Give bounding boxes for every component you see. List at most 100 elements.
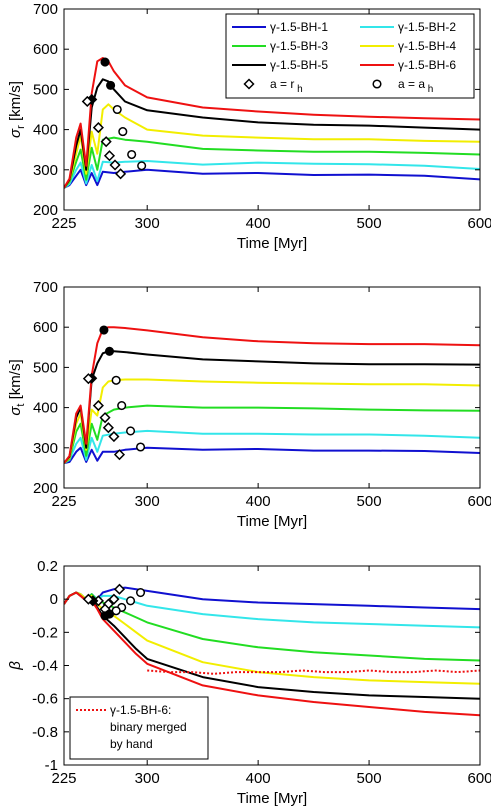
series-line-1 [64,586,480,611]
y-tick-label: 200 [33,480,58,497]
y-tick-label: 400 [33,122,58,139]
legend-circle-icon [372,79,382,89]
legend-label: γ-1.5-BH-4 [398,39,456,53]
y-tick-label: 700 [33,1,58,18]
sigma-t-chart: 225 300 400 500 600 200 300 400 500 600 700 Time [M… [7,279,491,530]
y-tick-label: 400 [33,400,58,417]
x-tick-label: 500 [357,770,382,787]
marker-diamond-1 [113,449,126,461]
x-tick-label: 225 [51,493,76,510]
x-tick-label: 400 [246,770,271,787]
y-tick-label: -1 [45,757,58,774]
series-line-4 [64,103,480,189]
series-line-4 [64,378,480,464]
axes-frame [63,286,481,489]
y-tick-label: 700 [33,279,58,296]
y-tick-label: 0.2 [37,558,58,575]
y-tick-label: 600 [33,319,58,336]
marker-circle-2 [126,596,136,606]
marker-diamond-4 [100,136,112,148]
marker-circle-1 [137,161,147,171]
x-tick-label: 500 [357,493,382,510]
legend-label: γ-1.5-BH-6 [398,58,456,72]
legend-label: γ-1.5-BH-5 [270,58,328,72]
x-tick-label: 600 [467,770,491,787]
marker-circle-5 [106,80,116,90]
y-tick-label: -0.4 [32,658,58,675]
series-line-4 [64,591,480,685]
y-tick-label: 300 [33,440,58,457]
series-line-3 [64,404,480,464]
x-tick-label: 300 [135,770,160,787]
marker-circle-4 [111,375,121,385]
legend: γ-1.5-BH-6: binary merged by hand [69,696,209,760]
series-line-7 [147,669,480,675]
marker-circle-5 [104,346,115,356]
y-tick-label: 500 [33,81,58,98]
y-tick-label: -0.6 [32,691,58,708]
series-line-6 [64,57,480,189]
sigma-r-chart: 225 300 400 500 600 200 300 400 500 600 700 Time [M… [7,1,491,252]
series-line-6 [64,591,480,717]
marker-circle-4 [112,104,122,115]
series-line-3 [64,136,480,189]
y-axis-label: σt [km/s] [7,359,27,415]
series-line-2 [64,429,480,464]
x-tick-label: 225 [51,770,76,787]
y-tick-label: -0.8 [32,724,58,741]
y-tick-label: 600 [33,41,58,58]
legend-label: γ-1.5-BH-2 [398,20,456,34]
marker-circle-6 [100,57,110,67]
y-tick-label: 300 [33,162,58,179]
y-tick-label: -0.2 [32,624,58,641]
series-line-6 [64,326,480,464]
x-axis-label: Time [Myr] [237,235,307,252]
marker-diamond-3 [103,150,116,162]
y-tick-label: 200 [33,202,58,219]
x-axis-label: Time [Myr] [237,513,307,530]
marker-diamond-7 [82,593,94,605]
x-tick-label: 400 [246,215,271,232]
marker-diamond-2 [108,430,120,443]
marker-circle-3 [118,127,128,137]
x-tick-label: 400 [246,493,271,510]
x-tick-label: 500 [357,215,382,232]
axes-frame [63,8,481,211]
marker-circle-6 [100,611,110,621]
marker-diamond-5 [92,400,104,412]
marker-diamond-7 [82,373,94,385]
y-axis-label: σr [km/s] [7,81,27,138]
x-tick-label: 300 [135,215,160,232]
series-line-2 [64,591,480,629]
marker-circle-1 [135,587,146,598]
legend-label: γ-1.5-BH-1 [270,20,328,34]
marker-diamond-2 [108,593,120,605]
marker-diamond-1 [113,583,126,595]
marker-circle-2 [127,149,137,160]
marker-diamond-1 [115,168,127,180]
legend: γ-1.5-BH-1 γ-1.5-BH-2 γ-1.5-BH-3 γ-1.5-BH-4… [225,13,475,99]
marker-diamond-3 [102,422,114,434]
marker-diamond-4 [99,412,111,424]
marker-circle-2 [126,426,136,436]
x-tick-label: 225 [51,215,76,232]
legend-label: binary merged [110,720,187,734]
y-axis-label: β [7,661,24,671]
marker-circle-6 [99,325,109,335]
marker-circle-3 [117,401,127,411]
legend-label: γ-1.5-BH-6: [110,703,171,717]
legend-label: a = r h [270,77,303,95]
legend-label: γ-1.5-BH-3 [270,39,328,53]
x-tick-label: 600 [467,493,491,510]
marker-circle-1 [135,442,146,452]
marker-diamond-2 [109,159,121,171]
legend-diamond-icon [243,78,255,90]
legend-label: a = a h [398,77,433,95]
marker-diamond-7 [81,95,93,108]
marker-diamond-5 [92,122,104,134]
x-tick-label: 600 [467,215,491,232]
beta-chart: 225 300 400 500 600 -1 -0.8 -0.6 -0.4 -0.2 0 0.2 Tim… [7,558,491,807]
y-tick-label: 0 [50,591,58,608]
x-axis-label: Time [Myr] [237,790,307,807]
